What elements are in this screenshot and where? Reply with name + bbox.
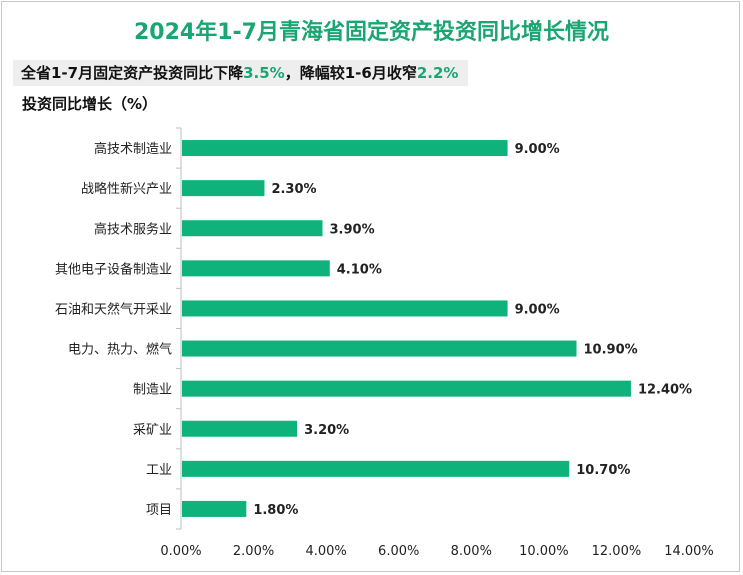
- data-label: 12.40%: [638, 383, 692, 398]
- data-label: 10.70%: [576, 463, 630, 478]
- category-label: 其他电子设备制造业: [55, 261, 172, 277]
- bar: [182, 420, 298, 437]
- y-axis-title: 投资同比增长（%）: [22, 95, 158, 113]
- category-label: 石油和天然气开采业: [55, 301, 172, 317]
- chart-subtitle: 全省1-7月固定资产投资同比下降3.5%，降幅较1-6月收窄2.2%: [13, 60, 469, 86]
- data-label: 3.90%: [330, 222, 375, 237]
- bar: [182, 300, 508, 317]
- x-tick-label: 10.00%: [519, 544, 569, 559]
- subtitle-highlight-2: 2.2%: [416, 64, 459, 82]
- x-tick-label: 0.00%: [160, 544, 201, 559]
- category-label: 电力、热力、燃气: [68, 342, 172, 358]
- data-label: 3.20%: [304, 423, 349, 438]
- x-tick-label: 6.00%: [378, 544, 419, 559]
- bar: [182, 140, 508, 157]
- bar: [182, 180, 265, 197]
- subtitle-text-1: 全省1-7月固定资产投资同比下降: [21, 64, 244, 82]
- x-tick-label: 14.00%: [664, 544, 714, 559]
- data-label: 9.00%: [515, 142, 560, 157]
- data-label: 2.30%: [271, 182, 316, 197]
- bar: [182, 380, 631, 397]
- x-tick-label: 8.00%: [451, 544, 492, 559]
- data-label: 9.00%: [515, 302, 560, 317]
- x-tick-label: 4.00%: [305, 544, 346, 559]
- data-label: 1.80%: [253, 503, 298, 518]
- bar: [182, 260, 330, 277]
- category-label: 制造业: [133, 383, 172, 398]
- x-tick-label: 2.00%: [233, 544, 274, 559]
- data-label: 4.10%: [337, 262, 382, 277]
- category-label: 战略性新兴产业: [81, 181, 172, 197]
- data-label: 10.90%: [584, 343, 638, 358]
- x-tick-label: 12.00%: [592, 544, 642, 559]
- category-label: 项目: [146, 503, 172, 518]
- category-label: 高技术服务业: [94, 221, 172, 237]
- category-label: 采矿业: [133, 423, 172, 438]
- subtitle-text-2: ，降幅较1-6月收窄: [284, 64, 417, 82]
- subtitle-highlight-1: 3.5%: [243, 64, 285, 82]
- category-label: 工业: [146, 463, 172, 478]
- bar: [182, 500, 247, 517]
- chart-title: 2024年1-7月青海省固定资产投资同比增长情况: [134, 20, 609, 45]
- bar: [182, 340, 577, 357]
- bar: [182, 220, 323, 237]
- bar: [182, 460, 570, 477]
- category-label: 高技术制造业: [94, 141, 172, 157]
